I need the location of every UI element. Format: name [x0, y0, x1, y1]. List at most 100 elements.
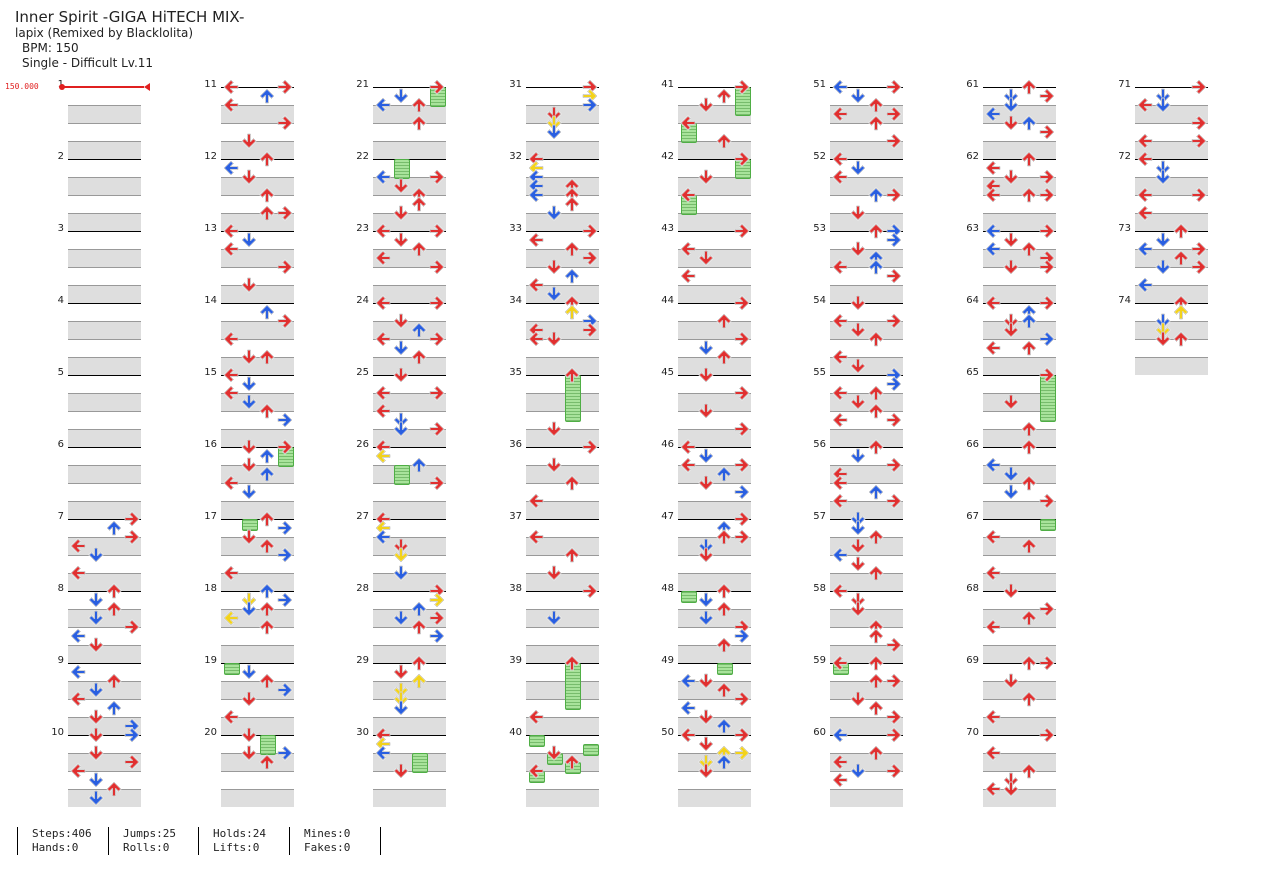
measure-line: [526, 663, 599, 664]
up-arrow-icon: [259, 619, 275, 635]
right-arrow-icon: [1039, 169, 1055, 185]
beat-line: [221, 105, 294, 106]
beat-line: [526, 699, 599, 700]
up-arrow-icon: [259, 187, 275, 203]
up-arrow-icon: [868, 385, 884, 401]
beat-band: [678, 753, 751, 771]
measure-number: 47: [661, 511, 674, 522]
beat-band: [373, 537, 446, 555]
beat-line: [983, 141, 1056, 142]
beat-band: [373, 645, 446, 663]
right-arrow-icon: [429, 331, 445, 347]
right-arrow-icon: [886, 79, 902, 95]
measure-number: 67: [966, 511, 979, 522]
right-arrow-icon: [1039, 367, 1055, 383]
up-arrow-icon: [868, 439, 884, 455]
measure-number: 41: [661, 79, 674, 90]
down-arrow-icon: [850, 511, 866, 527]
beat-band: [526, 717, 599, 735]
beat-band: [221, 465, 294, 483]
left-arrow-icon: [375, 169, 391, 185]
up-arrow-icon: [411, 97, 427, 113]
left-arrow-icon: [680, 115, 696, 131]
beat-band: [830, 717, 903, 735]
measure-number: 59: [813, 655, 826, 666]
measure-number: 52: [813, 151, 826, 162]
left-arrow-icon: [528, 331, 544, 347]
down-arrow-icon: [698, 250, 714, 266]
down-arrow-icon: [850, 448, 866, 464]
left-arrow-icon: [832, 583, 848, 599]
beat-line: [526, 105, 599, 106]
beat-band: [830, 177, 903, 195]
measure-line: [983, 663, 1056, 664]
bpm-marker-line: [62, 86, 144, 88]
stat-value: Holds:24: [213, 827, 266, 840]
left-arrow-icon: [223, 565, 239, 581]
beat-band: [830, 393, 903, 411]
beat-line: [678, 573, 751, 574]
up-arrow-icon: [106, 700, 122, 716]
down-arrow-icon: [1003, 772, 1019, 788]
down-arrow-icon: [698, 754, 714, 770]
up-arrow-icon: [716, 718, 732, 734]
left-arrow-icon: [528, 709, 544, 725]
beat-band: [68, 537, 141, 555]
down-arrow-icon: [241, 727, 257, 743]
freeze-arrow-hold: [242, 519, 258, 531]
beat-line: [68, 195, 141, 196]
beat-line: [373, 699, 446, 700]
beat-band: [221, 609, 294, 627]
left-arrow-icon: [985, 709, 1001, 725]
down-arrow-icon: [241, 457, 257, 473]
down-arrow-icon: [88, 745, 104, 761]
measure-line: [830, 447, 903, 448]
beat-line: [68, 501, 141, 502]
measure-line: [221, 591, 294, 592]
up-arrow-icon: [564, 304, 580, 320]
beat-line: [830, 501, 903, 502]
beat-line: [678, 195, 751, 196]
beat-line: [373, 429, 446, 430]
freeze-arrow-hold: [735, 87, 751, 116]
left-arrow-icon: [985, 241, 1001, 257]
beat-line: [68, 573, 141, 574]
beat-band: [221, 501, 294, 519]
beat-band: [1135, 285, 1208, 303]
measure-number: 73: [1118, 223, 1131, 234]
beat-line: [678, 177, 751, 178]
left-arrow-icon: [223, 610, 239, 626]
freeze-arrow-hold: [735, 159, 751, 179]
left-arrow-icon: [375, 97, 391, 113]
measure-line: [526, 519, 599, 520]
beat-band: [68, 609, 141, 627]
left-arrow-icon: [70, 691, 86, 707]
beat-band: [68, 357, 141, 375]
left-arrow-icon: [832, 349, 848, 365]
beat-line: [373, 717, 446, 718]
beat-band: [221, 429, 294, 447]
left-arrow-icon: [680, 457, 696, 473]
left-arrow-icon: [528, 232, 544, 248]
beat-line: [221, 681, 294, 682]
measure-line: [830, 159, 903, 160]
up-arrow-icon: [716, 754, 732, 770]
measure-number: 34: [509, 295, 522, 306]
beat-line: [830, 195, 903, 196]
down-arrow-icon: [1003, 322, 1019, 338]
beat-line: [526, 645, 599, 646]
freeze-arrow-hold: [224, 663, 240, 675]
beat-line: [221, 465, 294, 466]
freeze-arrow-hold: [565, 663, 581, 710]
right-arrow-icon: [1039, 493, 1055, 509]
down-arrow-icon: [850, 241, 866, 257]
right-arrow-icon: [734, 223, 750, 239]
down-arrow-icon: [1003, 115, 1019, 131]
down-arrow-icon: [241, 691, 257, 707]
measure-line: [1135, 87, 1208, 88]
down-arrow-icon: [850, 763, 866, 779]
beat-band: [68, 321, 141, 339]
up-arrow-icon: [868, 484, 884, 500]
right-arrow-icon: [429, 169, 445, 185]
beat-line: [373, 357, 446, 358]
